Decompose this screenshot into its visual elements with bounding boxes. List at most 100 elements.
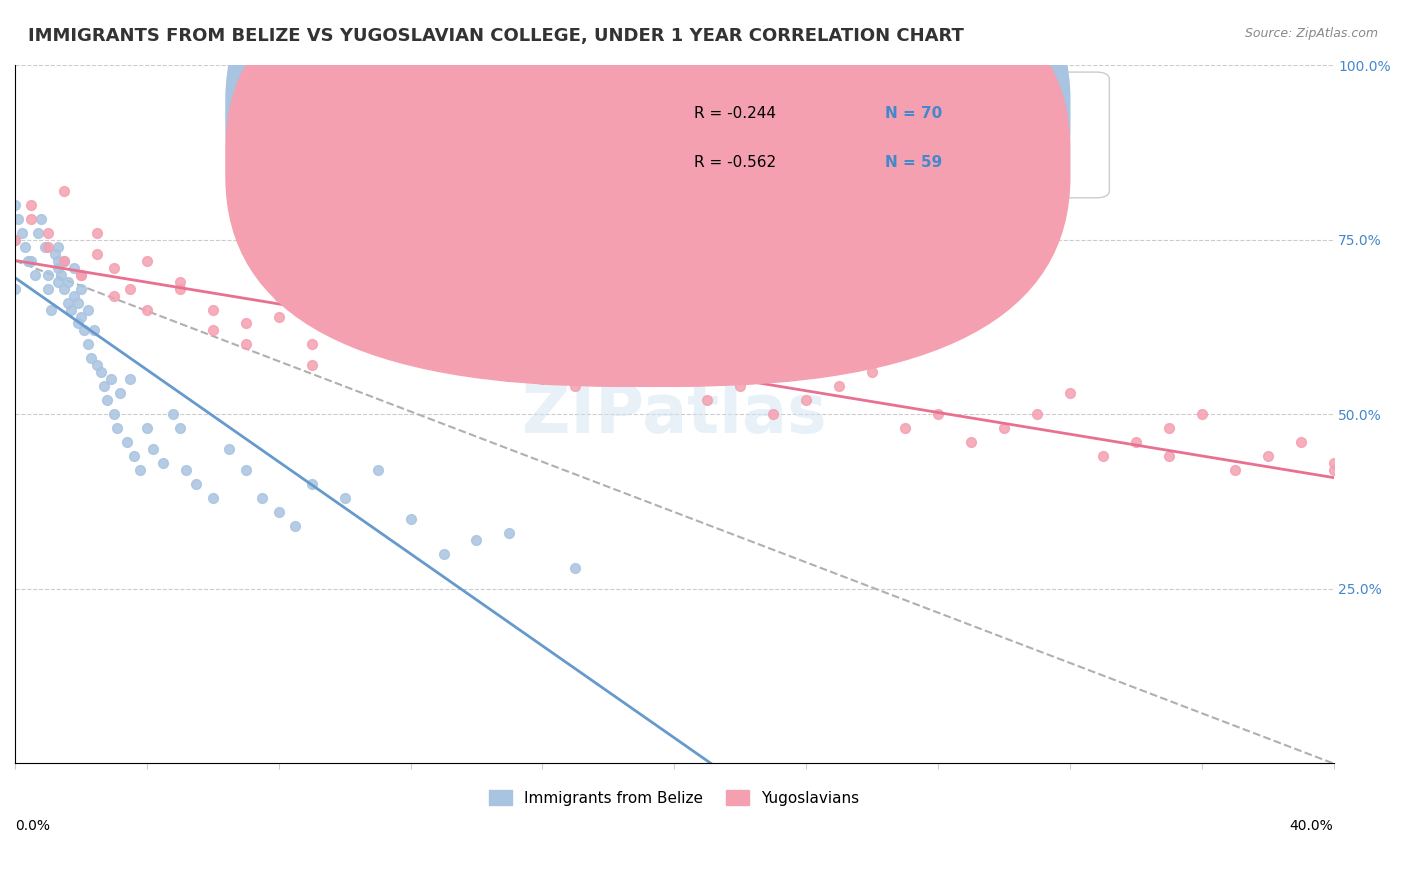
Point bbox=[70, 310, 93, 324]
Point bbox=[76, 337, 98, 351]
Point bbox=[399, 323, 422, 337]
Point bbox=[235, 337, 257, 351]
Point bbox=[960, 435, 983, 450]
Point bbox=[20, 198, 42, 212]
Point bbox=[894, 421, 917, 435]
Point bbox=[10, 226, 32, 240]
Point bbox=[66, 317, 89, 331]
Point bbox=[176, 463, 198, 477]
Point bbox=[120, 282, 142, 296]
Point bbox=[80, 351, 103, 366]
FancyBboxPatch shape bbox=[595, 72, 1109, 198]
Point bbox=[201, 491, 224, 505]
Point bbox=[17, 253, 39, 268]
Point bbox=[14, 240, 37, 254]
Point bbox=[53, 282, 76, 296]
Point bbox=[169, 275, 191, 289]
Point bbox=[218, 442, 240, 457]
Point bbox=[630, 351, 652, 366]
Point bbox=[696, 393, 718, 408]
Point bbox=[83, 323, 105, 337]
Point bbox=[4, 198, 27, 212]
Point bbox=[1223, 463, 1246, 477]
Point bbox=[1289, 435, 1312, 450]
Point bbox=[860, 365, 883, 379]
Point bbox=[120, 372, 142, 386]
Point bbox=[267, 505, 290, 519]
Point bbox=[201, 302, 224, 317]
Point bbox=[728, 379, 751, 393]
Point bbox=[56, 275, 79, 289]
Point bbox=[76, 302, 98, 317]
Point bbox=[201, 323, 224, 337]
Point bbox=[60, 302, 83, 317]
Point bbox=[1191, 407, 1213, 421]
Text: ZIPatlas: ZIPatlas bbox=[522, 381, 827, 447]
Point bbox=[1025, 407, 1047, 421]
Point bbox=[598, 344, 620, 359]
Point bbox=[235, 317, 257, 331]
Point bbox=[63, 260, 86, 275]
Point bbox=[284, 519, 307, 533]
Point bbox=[267, 288, 290, 302]
Point bbox=[169, 282, 191, 296]
Point bbox=[367, 330, 389, 344]
Point bbox=[70, 282, 93, 296]
Point bbox=[49, 268, 72, 282]
Point bbox=[86, 359, 108, 373]
FancyBboxPatch shape bbox=[226, 0, 1070, 386]
Point bbox=[301, 477, 323, 491]
Point bbox=[24, 268, 46, 282]
Point bbox=[142, 442, 165, 457]
Point bbox=[1157, 449, 1180, 463]
Point bbox=[301, 337, 323, 351]
Point bbox=[1125, 435, 1147, 450]
Point bbox=[70, 268, 93, 282]
Text: N = 59: N = 59 bbox=[886, 155, 942, 170]
Text: N = 70: N = 70 bbox=[886, 106, 942, 121]
Point bbox=[44, 246, 66, 260]
Text: R = -0.562: R = -0.562 bbox=[695, 155, 776, 170]
Point bbox=[63, 288, 86, 302]
Point bbox=[465, 533, 488, 547]
Point bbox=[432, 344, 454, 359]
Point bbox=[1322, 463, 1344, 477]
FancyBboxPatch shape bbox=[226, 0, 1070, 337]
Point bbox=[53, 253, 76, 268]
Point bbox=[333, 491, 356, 505]
Point bbox=[37, 226, 59, 240]
Point bbox=[1091, 449, 1114, 463]
Text: R = -0.244: R = -0.244 bbox=[695, 106, 776, 121]
Point bbox=[927, 407, 949, 421]
Point bbox=[53, 253, 76, 268]
Point bbox=[20, 211, 42, 226]
Point bbox=[46, 240, 69, 254]
Point bbox=[1059, 386, 1081, 401]
Point bbox=[762, 407, 785, 421]
Point bbox=[27, 226, 49, 240]
Point bbox=[399, 512, 422, 526]
Point bbox=[53, 184, 76, 198]
Legend: Immigrants from Belize, Yugoslavians: Immigrants from Belize, Yugoslavians bbox=[484, 783, 866, 812]
Point bbox=[7, 211, 30, 226]
Point bbox=[37, 282, 59, 296]
Point bbox=[70, 268, 93, 282]
Point bbox=[301, 359, 323, 373]
Point bbox=[152, 456, 174, 470]
Text: IMMIGRANTS FROM BELIZE VS YUGOSLAVIAN COLLEGE, UNDER 1 YEAR CORRELATION CHART: IMMIGRANTS FROM BELIZE VS YUGOSLAVIAN CO… bbox=[28, 27, 965, 45]
Point bbox=[4, 233, 27, 247]
Point bbox=[129, 463, 152, 477]
Point bbox=[564, 379, 586, 393]
Point bbox=[465, 351, 488, 366]
Point bbox=[993, 421, 1015, 435]
Point bbox=[794, 393, 817, 408]
Point bbox=[56, 295, 79, 310]
Point bbox=[1257, 449, 1279, 463]
Point bbox=[90, 365, 112, 379]
Point bbox=[333, 310, 356, 324]
Point bbox=[86, 226, 108, 240]
Point bbox=[186, 477, 208, 491]
Point bbox=[105, 421, 128, 435]
Point bbox=[46, 260, 69, 275]
Point bbox=[122, 449, 145, 463]
